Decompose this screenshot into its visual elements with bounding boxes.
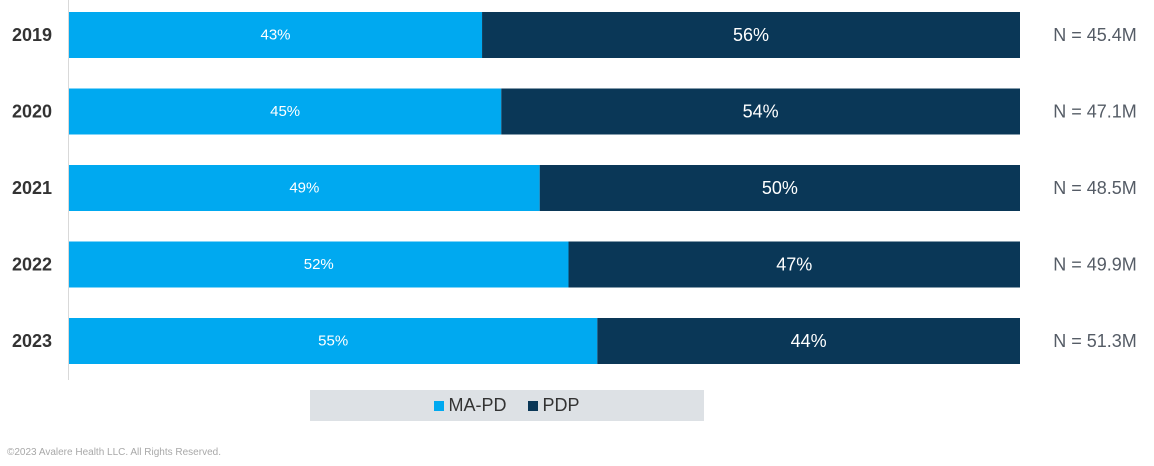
total-n-label: N = 45.4M (1053, 25, 1137, 45)
bar-mapd (69, 88, 502, 135)
category-label: 2019 (12, 25, 52, 45)
bar-mapd (69, 12, 483, 58)
total-n-label: N = 48.5M (1053, 178, 1137, 198)
legend-label-mapd: MA-PD (448, 395, 507, 415)
category-label: 2022 (12, 255, 52, 275)
bar-pdp (539, 165, 1020, 211)
legend-item-pdp: PDP (528, 395, 580, 416)
bar-mapd (69, 165, 540, 211)
legend-swatch-mapd (434, 400, 445, 411)
bar-pdp (597, 318, 1020, 364)
bar-pdp (501, 88, 1021, 135)
data-label-mapd: 43% (261, 27, 291, 44)
category-label: 2021 (12, 178, 52, 198)
data-label-mapd: 52% (304, 256, 334, 273)
data-label-pdp: 50% (762, 178, 798, 198)
bars-group: 2019 43% 56% N = 45.4M 2020 45% 54% N = 47.1M 20… (12, 12, 1137, 364)
category-label: 2023 (12, 331, 52, 351)
category-label: 2020 (12, 102, 52, 122)
data-label-pdp: 54% (743, 102, 779, 122)
total-n-label: N = 47.1M (1053, 102, 1137, 122)
legend-item-mapd: MA-PD (434, 395, 506, 416)
bar-pdp (482, 12, 1020, 58)
data-label-mapd: 49% (289, 180, 319, 197)
data-label-mapd: 55% (318, 333, 348, 350)
total-n-label: N = 49.9M (1053, 255, 1137, 275)
legend: MA-PD PDP (310, 390, 704, 421)
data-label-pdp: 56% (733, 25, 769, 45)
bar-mapd (69, 241, 569, 288)
total-n-label: N = 51.3M (1053, 331, 1137, 351)
bar-mapd (69, 318, 598, 364)
legend-label-pdp: PDP (542, 395, 580, 415)
data-label-pdp: 44% (791, 331, 827, 351)
copyright-footer: ©2023 Avalere Health LLC. All Rights Res… (7, 447, 221, 458)
data-label-pdp: 47% (776, 255, 812, 275)
legend-swatch-pdp (528, 400, 539, 411)
data-label-mapd: 45% (270, 103, 300, 120)
bar-pdp (568, 241, 1020, 288)
